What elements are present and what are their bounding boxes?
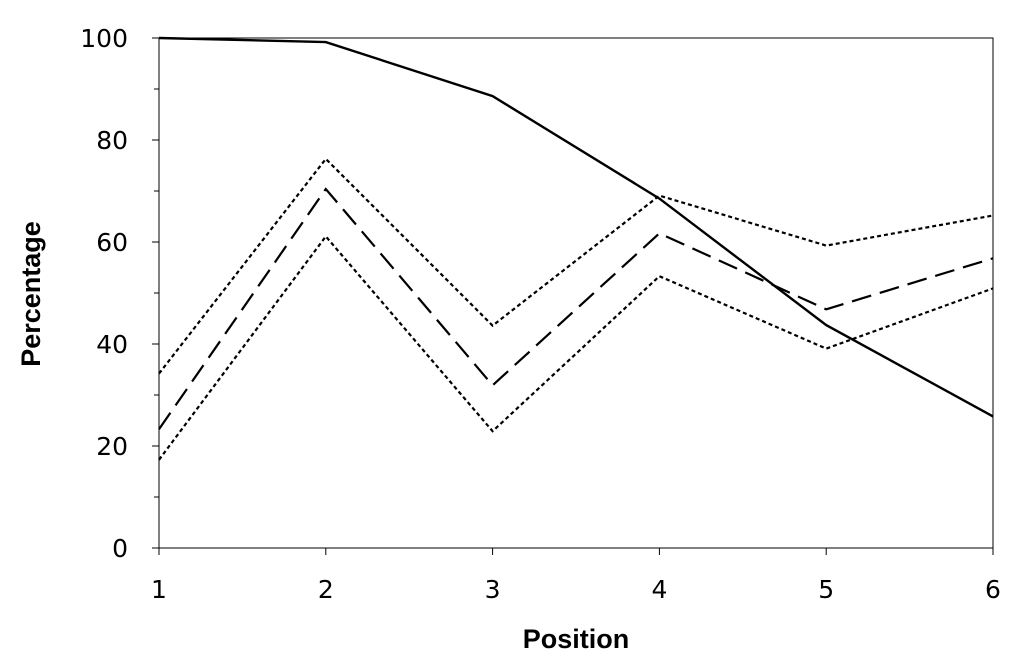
series-line-3-dashed — [158, 187, 994, 430]
y-tick-label: 60 — [96, 228, 128, 257]
x-tick-label: 5 — [818, 575, 834, 604]
y-tick-label: 80 — [96, 126, 128, 155]
x-tick-label: 1 — [151, 575, 167, 604]
x-tick-label: 6 — [985, 575, 1001, 604]
x-tick-label: 4 — [651, 575, 667, 604]
series-line-1-solid — [158, 36, 994, 418]
y-axis-title: Percentage — [16, 221, 46, 367]
x-axis-title: Position — [523, 624, 630, 654]
y-tick-label: 0 — [112, 534, 128, 563]
series-line-2-dotted — [158, 157, 994, 375]
x-tick-label: 2 — [318, 575, 334, 604]
x-tick-label: 3 — [485, 575, 501, 604]
series-line-4-dotted — [158, 234, 994, 461]
plot-area — [158, 37, 994, 549]
y-tick-label: 20 — [96, 432, 128, 461]
y-tick-label: 40 — [96, 330, 128, 359]
y-tick-label: 100 — [80, 24, 128, 53]
